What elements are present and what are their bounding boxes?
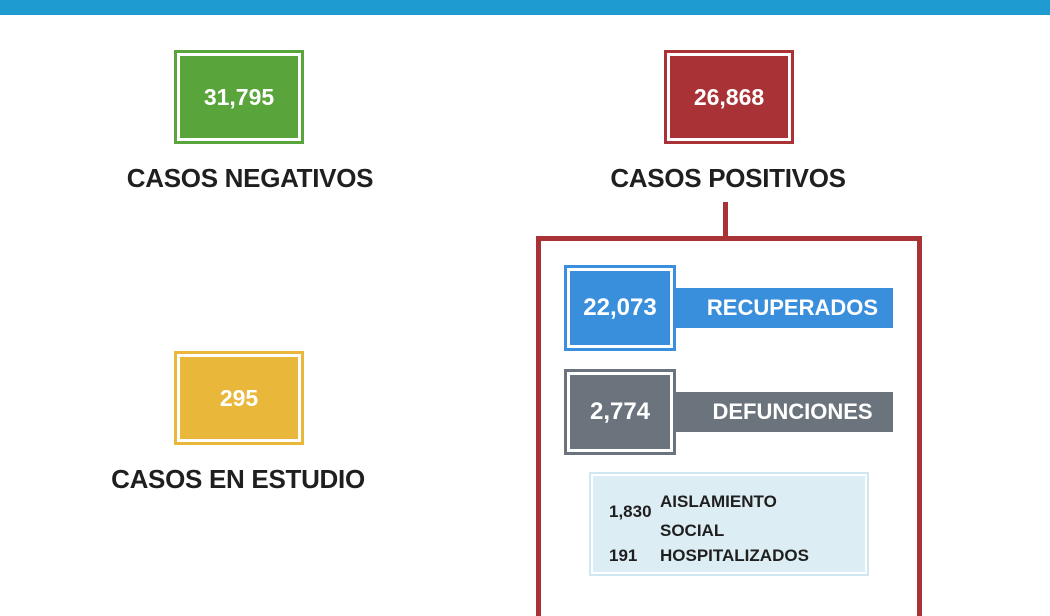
positive-breakdown-frame — [536, 236, 922, 616]
active-cases-detail: 1,830 AISLAMIENTO SOCIAL 191 HOSPITALIZA… — [591, 474, 867, 574]
positive-cases-value: 26,868 — [693, 83, 765, 110]
study-cases-value: 295 — [219, 384, 259, 411]
study-cases-box: 295 — [174, 351, 304, 445]
deaths-value: 2,774 — [589, 398, 651, 425]
deaths-box: 2,774 — [564, 369, 676, 455]
recovered-label: RECUPERADOS — [706, 295, 879, 320]
negative-cases-value: 31,795 — [203, 83, 275, 110]
deaths-label-bar: DEFUNCIONES — [672, 392, 893, 432]
isolation-label: AISLAMIENTO SOCIAL — [660, 492, 777, 540]
study-cases-label: CASOS EN ESTUDIO — [111, 464, 365, 494]
recovered-box: 22,073 — [564, 265, 676, 351]
recovered-label-bar: RECUPERADOS — [672, 288, 893, 328]
negative-cases-box: 31,795 — [174, 50, 304, 144]
deaths-label: DEFUNCIONES — [712, 399, 873, 424]
isolation-value: 1,830 — [609, 502, 652, 521]
connector-line — [723, 202, 728, 238]
hospitalized-value: 191 — [609, 546, 638, 565]
top-banner — [0, 0, 1050, 15]
negative-cases-label: CASOS NEGATIVOS — [126, 163, 374, 193]
positive-cases-label: CASOS POSITIVOS — [610, 163, 846, 193]
hospitalized-label: HOSPITALIZADOS — [660, 546, 809, 565]
positive-cases-box: 26,868 — [664, 50, 794, 144]
recovered-value: 22,073 — [583, 294, 657, 321]
